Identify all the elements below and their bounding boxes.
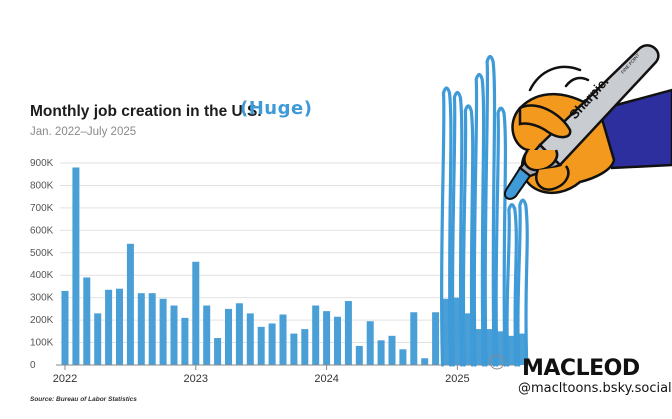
bar: [159, 298, 167, 365]
bar: [453, 297, 461, 365]
y-tick-label: 200K: [30, 315, 54, 326]
y-tick-label: 900K: [30, 158, 54, 169]
y-tick-label: 800K: [30, 180, 54, 191]
y-tick-label: 600K: [30, 225, 54, 236]
bar: [72, 167, 80, 365]
bar: [519, 333, 527, 365]
bar: [486, 329, 494, 365]
sharpie-marker-in-hand-icon: Sharpie. FINE POINT: [504, 44, 672, 200]
bar: [94, 313, 102, 365]
bar: [105, 289, 113, 365]
gridlines: [60, 162, 520, 344]
bar: [246, 313, 254, 365]
bar: [464, 313, 472, 365]
bar: [355, 345, 363, 365]
bar: [116, 288, 123, 365]
bar: [366, 321, 374, 365]
bar: [344, 301, 352, 365]
bar: [475, 329, 483, 365]
doodle-circle: [489, 354, 505, 370]
bar: [148, 293, 156, 365]
bar: [323, 311, 331, 365]
artist-signature: MACLEOD: [522, 356, 640, 381]
source-note: Source: Bureau of Labor Statistics: [30, 396, 137, 403]
huge-annotation: (Huge): [240, 98, 313, 119]
bar: [421, 358, 429, 365]
bar: [410, 312, 418, 365]
bar: [225, 308, 232, 365]
y-tick-label: 0: [30, 360, 36, 371]
bar: [432, 312, 440, 365]
hand-drawn-bars: [440, 54, 529, 367]
scribble-bar: [505, 203, 518, 367]
bar: [192, 261, 200, 365]
bar: [377, 340, 385, 365]
bar: [334, 316, 341, 365]
bar: [214, 338, 222, 365]
y-tick-label: 300K: [30, 293, 54, 304]
bar: [126, 243, 134, 365]
bar: [257, 326, 265, 365]
bar: [301, 329, 309, 365]
x-axis: 2022 2023 2024 2025: [53, 364, 520, 385]
bar: [399, 349, 407, 365]
scribble-bar: [516, 198, 529, 367]
bar: [203, 305, 211, 365]
chart-subtitle: Jan. 2022–July 2025: [30, 126, 137, 138]
bar: [312, 305, 320, 365]
scribble-bar: [440, 86, 453, 367]
bar: [170, 305, 178, 365]
y-tick-label: 700K: [30, 203, 54, 214]
bar: [137, 293, 145, 365]
y-tick-label: 500K: [30, 248, 54, 259]
bar: [181, 317, 189, 365]
bar: [443, 298, 450, 365]
y-tick-label: 400K: [30, 270, 54, 281]
bar: [61, 290, 69, 365]
y-axis-labels: 0 100K 200K 300K 400K 500K 600K 700K 800K 900K: [30, 158, 54, 371]
scribble-bar: [494, 106, 508, 367]
artist-handle: @macltoons.bsky.social: [518, 381, 672, 396]
chart-title: Monthly job creation in the U.S.: [30, 103, 262, 120]
x-tick-label: 2024: [314, 373, 338, 385]
bar: [279, 314, 287, 365]
bar: [290, 333, 298, 365]
bar: [508, 335, 516, 365]
x-tick-label: 2023: [184, 373, 208, 385]
bar: [83, 277, 91, 365]
x-tick-label: 2025: [445, 373, 469, 385]
bar: [388, 335, 396, 365]
bar: [268, 323, 276, 365]
scribble-bar: [472, 72, 486, 367]
y-tick-label: 100K: [30, 338, 54, 349]
scribble-bar: [450, 90, 464, 367]
bar: [235, 303, 243, 365]
scribble-bar: [461, 104, 475, 367]
x-tick-label: 2022: [53, 373, 77, 385]
scribble-bar: [483, 54, 497, 367]
bar: [497, 331, 505, 365]
bars: [61, 167, 527, 365]
